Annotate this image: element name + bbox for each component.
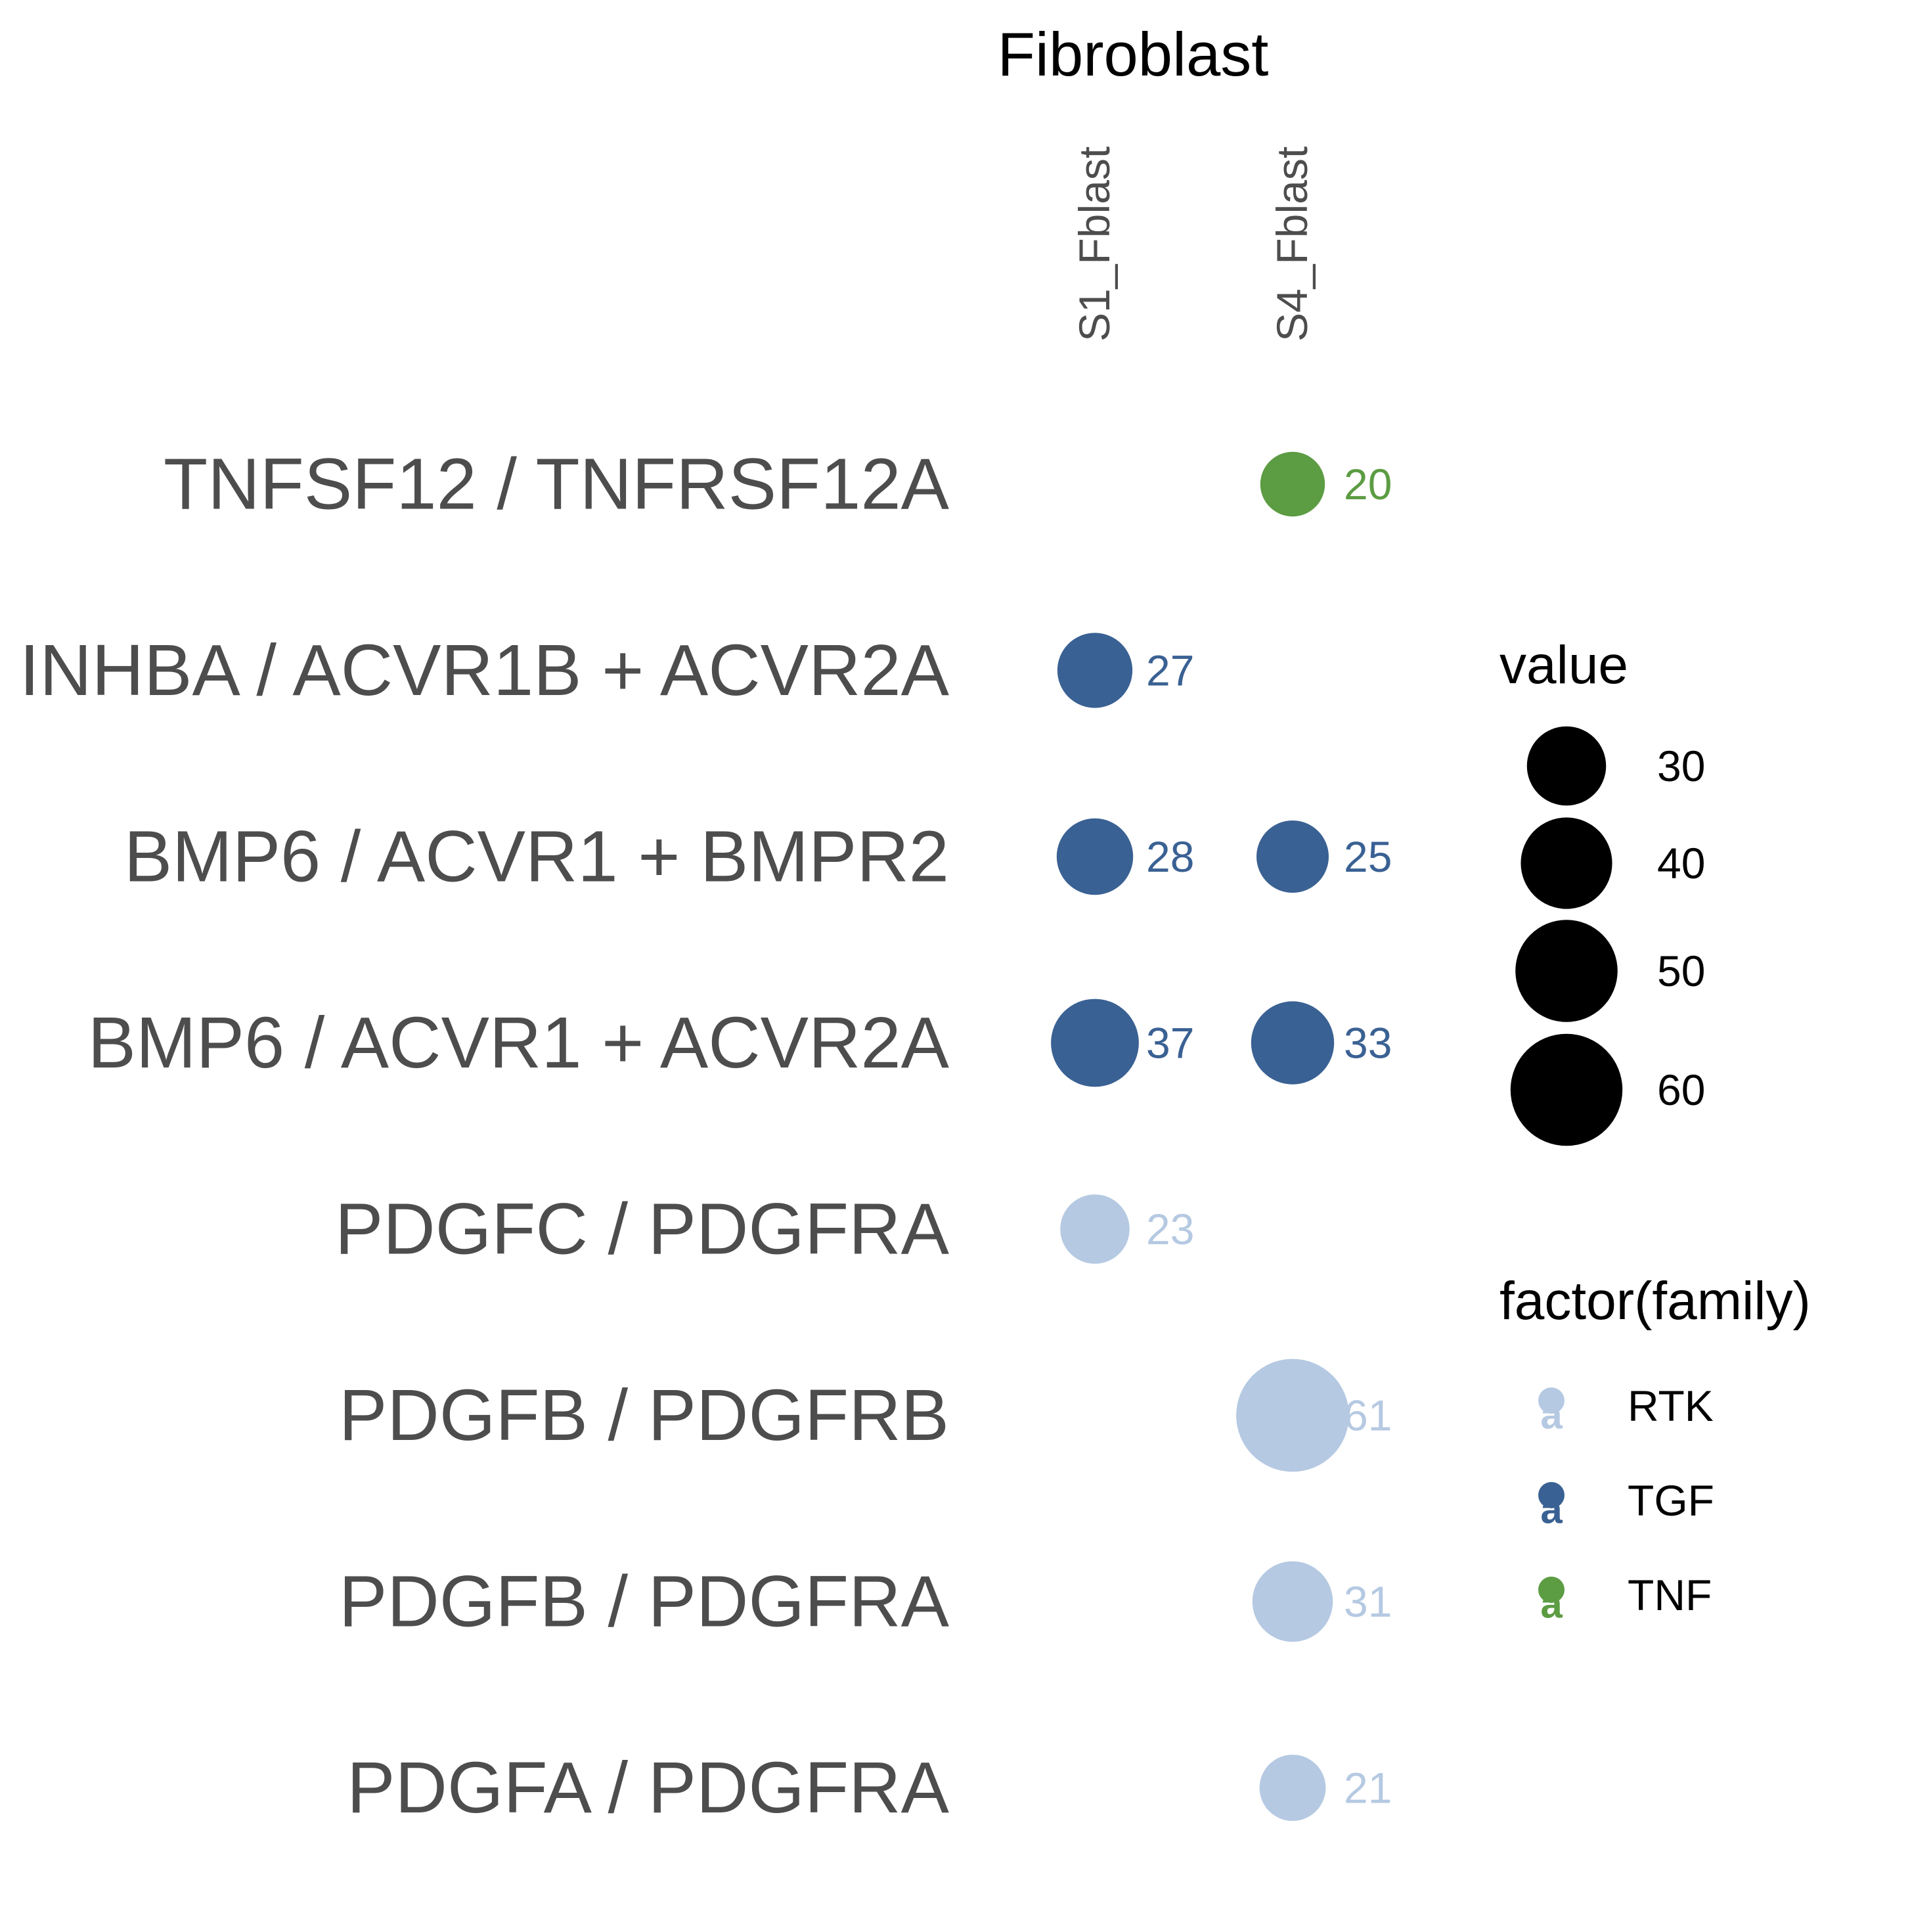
size-legend-key (1515, 920, 1618, 1022)
row-label: PDGFC / PDGFRA (335, 1189, 950, 1270)
data-point (1252, 1561, 1333, 1642)
data-point (1236, 1359, 1349, 1472)
data-point (1051, 999, 1139, 1087)
data-points (1051, 451, 1349, 1821)
value-label: 20 (1344, 460, 1392, 508)
color-legend-glyph: a (1540, 1393, 1563, 1437)
color-legend-title: factor(family) (1499, 1271, 1811, 1331)
value-label: 61 (1344, 1391, 1392, 1440)
size-legend-key (1521, 817, 1612, 909)
value-label: 25 (1344, 832, 1392, 881)
size-legend-key (1510, 1033, 1623, 1146)
value-label: 28 (1146, 832, 1194, 881)
data-point (1259, 1755, 1326, 1821)
color-legend-label: TNF (1628, 1571, 1712, 1619)
column-label: S4_Fblast (1268, 146, 1316, 342)
color-legend-glyph: a (1540, 1488, 1563, 1532)
value-label: 37 (1146, 1019, 1194, 1067)
row-label: PDGFB / PDGFRB (339, 1375, 949, 1456)
data-point (1060, 1194, 1130, 1264)
data-point (1251, 1001, 1335, 1085)
size-legend-label: 30 (1657, 742, 1705, 790)
chart-title: Fibroblast (998, 20, 1269, 89)
row-labels: TNFSF12 / TNFRSF12A INHBA / ACVR1B + ACVR… (20, 444, 950, 1829)
value-labels: 20 27 28 25 37 33 23 61 31 21 (1146, 460, 1392, 1812)
color-legend-key (1538, 1577, 1565, 1603)
size-legend-title: value (1499, 635, 1628, 695)
column-label: S1_Fblast (1070, 146, 1119, 342)
data-point (1260, 451, 1325, 517)
value-label: 27 (1146, 646, 1194, 695)
size-legend: value 30 40 50 60 (1499, 635, 1705, 1146)
row-label: PDGFA / PDGFRA (347, 1747, 949, 1828)
row-label: TNFSF12 / TNFRSF12A (164, 444, 950, 525)
row-label: INHBA / ACVR1B + ACVR2A (20, 630, 950, 711)
row-label: BMP6 / ACVR1 + ACVR2A (88, 1002, 950, 1083)
column-labels: S1_Fblast S4_Fblast (1070, 146, 1316, 342)
color-legend-glyph: a (1540, 1583, 1563, 1627)
value-label: 33 (1344, 1019, 1392, 1067)
row-label: BMP6 / ACVR1 + BMPR2 (124, 817, 949, 897)
color-legend-label: RTK (1628, 1382, 1714, 1430)
data-point (1056, 818, 1134, 895)
data-point (1256, 820, 1329, 893)
size-legend-label: 40 (1657, 839, 1705, 887)
size-legend-label: 60 (1657, 1066, 1705, 1114)
color-legend-key (1538, 1387, 1565, 1414)
color-legend-label: TGF (1628, 1476, 1714, 1525)
value-label: 23 (1146, 1205, 1194, 1253)
row-label: PDGFB / PDGFRA (339, 1561, 950, 1642)
color-legend-key (1538, 1482, 1565, 1508)
data-point (1057, 633, 1133, 708)
value-label: 31 (1344, 1577, 1392, 1626)
size-legend-label: 50 (1657, 947, 1705, 995)
size-legend-key (1526, 726, 1607, 806)
value-label: 21 (1344, 1764, 1392, 1812)
color-legend: factor(family) a RTK a TGF a TNF (1499, 1271, 1811, 1627)
